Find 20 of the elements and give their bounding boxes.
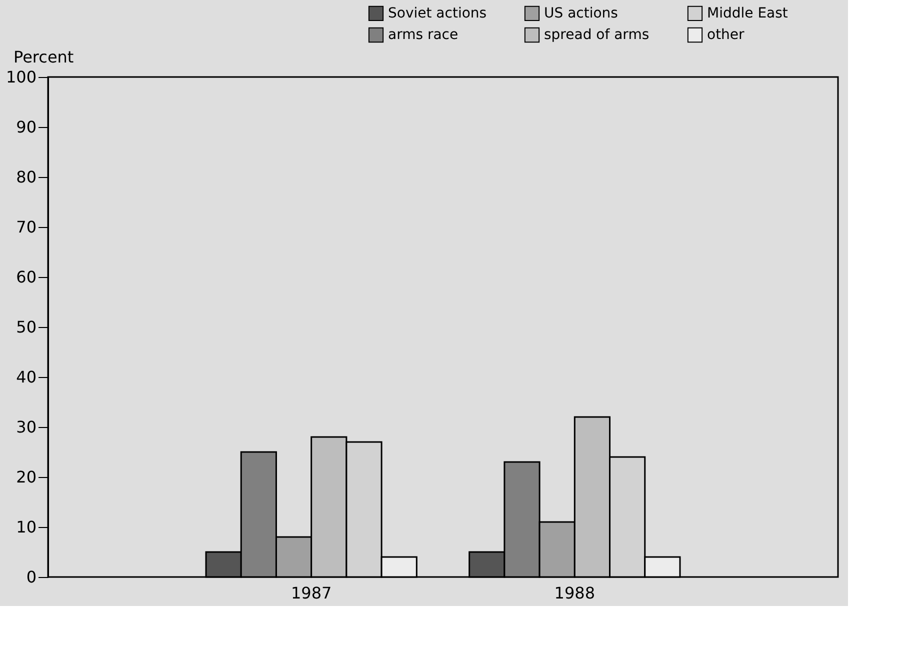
y-tick-label: 20: [16, 468, 36, 486]
y-tick-label: 80: [16, 168, 36, 186]
y-tick-label: 90: [16, 118, 36, 136]
legend-label: spread of arms: [544, 27, 650, 43]
y-axis-title: Percent: [14, 48, 74, 66]
y-tick-label: 10: [16, 518, 36, 536]
y-tick-label: 30: [16, 418, 36, 436]
x-tick-label: 1987: [290, 584, 332, 602]
legend-label: US actions: [544, 5, 618, 22]
x-tick-label: 1988: [554, 584, 596, 602]
legend-label: other: [707, 27, 745, 43]
y-tick-label: 60: [16, 268, 36, 286]
y-tick-label: 70: [16, 218, 36, 236]
y-tick-label: 40: [16, 368, 36, 386]
legend-label: Soviet actions: [388, 5, 487, 22]
legend-label: Middle East: [707, 5, 788, 22]
y-tick-label: 50: [16, 318, 36, 336]
legend-label: arms race: [388, 27, 458, 43]
y-tick-label: 100: [6, 68, 36, 86]
y-tick-label: 0: [26, 568, 36, 586]
